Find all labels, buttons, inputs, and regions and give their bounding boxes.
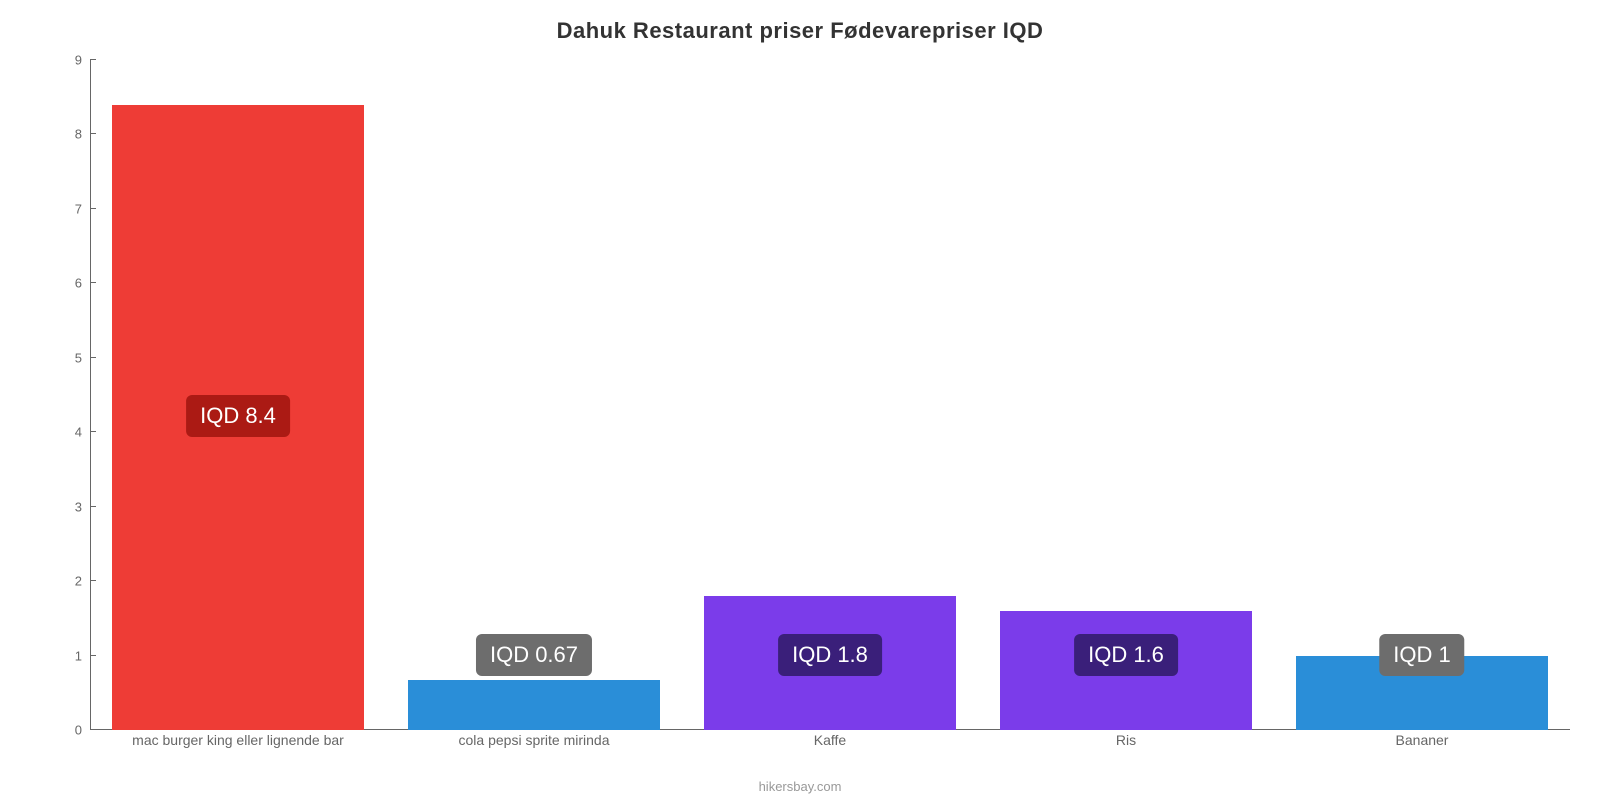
bar: IQD 0.67 bbox=[408, 680, 660, 730]
y-tick-mark bbox=[90, 431, 96, 432]
bar-slot: IQD 0.67 bbox=[386, 60, 682, 730]
y-tick-mark bbox=[90, 282, 96, 283]
bar: IQD 1 bbox=[1296, 656, 1548, 730]
y-tick-mark bbox=[90, 580, 96, 581]
y-tick-label: 7 bbox=[75, 201, 82, 216]
y-tick-mark bbox=[90, 655, 96, 656]
y-tick-label: 4 bbox=[75, 425, 82, 440]
y-axis: 0123456789 bbox=[50, 60, 90, 730]
y-tick-label: 3 bbox=[75, 499, 82, 514]
y-tick-label: 1 bbox=[75, 648, 82, 663]
x-tick-label: mac burger king eller lignende bar bbox=[90, 732, 386, 748]
x-tick-label: Bananer bbox=[1274, 732, 1570, 748]
x-axis-labels: mac burger king eller lignende barcola p… bbox=[90, 732, 1570, 748]
y-tick-mark bbox=[90, 357, 96, 358]
y-tick-mark bbox=[90, 729, 96, 730]
y-tick-mark bbox=[90, 506, 96, 507]
y-tick-label: 2 bbox=[75, 574, 82, 589]
bar-value-label: IQD 1.8 bbox=[778, 634, 882, 676]
y-tick-mark bbox=[90, 208, 96, 209]
y-tick-label: 8 bbox=[75, 127, 82, 142]
x-tick-label: cola pepsi sprite mirinda bbox=[386, 732, 682, 748]
bar: IQD 1.8 bbox=[704, 596, 956, 730]
bar: IQD 1.6 bbox=[1000, 611, 1252, 730]
chart-container: Dahuk Restaurant priser Fødevarepriser I… bbox=[0, 0, 1600, 800]
y-tick-label: 9 bbox=[75, 53, 82, 68]
y-tick-label: 5 bbox=[75, 350, 82, 365]
y-tick-label: 6 bbox=[75, 276, 82, 291]
bar-slot: IQD 1.6 bbox=[978, 60, 1274, 730]
bar-slot: IQD 1 bbox=[1274, 60, 1570, 730]
bar-slot: IQD 8.4 bbox=[90, 60, 386, 730]
y-tick-label: 0 bbox=[75, 723, 82, 738]
bar-slot: IQD 1.8 bbox=[682, 60, 978, 730]
bar: IQD 8.4 bbox=[112, 105, 364, 730]
x-tick-label: Ris bbox=[978, 732, 1274, 748]
bars-group: IQD 8.4 IQD 0.67 IQD 1.8 IQD 1.6 IQD 1 bbox=[90, 60, 1570, 730]
y-tick-mark bbox=[90, 133, 96, 134]
chart-title: Dahuk Restaurant priser Fødevarepriser I… bbox=[0, 0, 1600, 44]
bar-value-label: IQD 0.67 bbox=[476, 634, 592, 676]
attribution-text: hikersbay.com bbox=[0, 779, 1600, 794]
x-tick-label: Kaffe bbox=[682, 732, 978, 748]
y-tick-mark bbox=[90, 59, 96, 60]
bar-value-label: IQD 1.6 bbox=[1074, 634, 1178, 676]
bar-value-label: IQD 8.4 bbox=[186, 395, 290, 437]
plot-area: 0123456789 IQD 8.4IQD 0.67IQD 1.8IQD 1.6… bbox=[50, 60, 1570, 730]
bar-value-label: IQD 1 bbox=[1379, 634, 1464, 676]
